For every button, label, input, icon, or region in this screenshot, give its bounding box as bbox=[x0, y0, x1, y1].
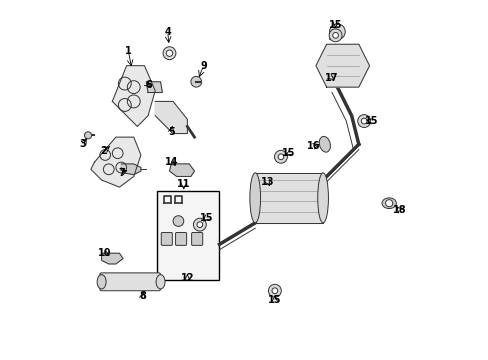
Ellipse shape bbox=[249, 173, 260, 223]
Ellipse shape bbox=[317, 173, 328, 223]
Circle shape bbox=[361, 118, 366, 124]
Text: 13: 13 bbox=[261, 177, 274, 187]
Polygon shape bbox=[315, 44, 369, 87]
Ellipse shape bbox=[319, 136, 330, 152]
Circle shape bbox=[329, 24, 345, 40]
Text: 1: 1 bbox=[125, 46, 131, 57]
Text: 15: 15 bbox=[267, 295, 281, 305]
Circle shape bbox=[385, 200, 392, 207]
Circle shape bbox=[328, 29, 341, 42]
Circle shape bbox=[357, 114, 370, 127]
Text: 5: 5 bbox=[167, 127, 174, 137]
Circle shape bbox=[166, 50, 172, 57]
Text: 12: 12 bbox=[180, 273, 194, 283]
Text: 17: 17 bbox=[325, 73, 338, 83]
Polygon shape bbox=[255, 173, 323, 223]
Circle shape bbox=[193, 218, 206, 231]
Polygon shape bbox=[169, 164, 194, 176]
FancyBboxPatch shape bbox=[161, 233, 172, 246]
Circle shape bbox=[332, 32, 338, 38]
Circle shape bbox=[190, 76, 201, 87]
Bar bbox=[157, 191, 219, 280]
Text: 18: 18 bbox=[392, 205, 406, 215]
FancyBboxPatch shape bbox=[175, 233, 186, 246]
Circle shape bbox=[271, 288, 277, 294]
Circle shape bbox=[197, 222, 203, 228]
Text: 11: 11 bbox=[177, 179, 190, 189]
Text: 16: 16 bbox=[307, 141, 320, 151]
Polygon shape bbox=[91, 137, 141, 187]
Polygon shape bbox=[112, 66, 155, 126]
Text: 3: 3 bbox=[80, 139, 86, 149]
Circle shape bbox=[84, 132, 91, 139]
Text: 4: 4 bbox=[164, 27, 171, 37]
Text: 2: 2 bbox=[100, 147, 106, 157]
FancyBboxPatch shape bbox=[100, 273, 160, 291]
Text: 15: 15 bbox=[200, 212, 213, 222]
FancyBboxPatch shape bbox=[191, 233, 203, 246]
Polygon shape bbox=[155, 102, 187, 134]
Circle shape bbox=[268, 284, 281, 297]
Circle shape bbox=[163, 47, 176, 60]
Ellipse shape bbox=[381, 198, 395, 208]
Circle shape bbox=[278, 154, 283, 159]
Text: 15: 15 bbox=[282, 148, 295, 158]
Ellipse shape bbox=[97, 275, 106, 289]
Polygon shape bbox=[121, 164, 141, 175]
Text: 15: 15 bbox=[364, 116, 377, 126]
Text: 14: 14 bbox=[164, 157, 178, 167]
Ellipse shape bbox=[156, 275, 164, 289]
Circle shape bbox=[274, 150, 287, 163]
Polygon shape bbox=[146, 82, 162, 93]
Text: 7: 7 bbox=[118, 168, 124, 178]
Text: 6: 6 bbox=[145, 80, 152, 90]
Text: 15: 15 bbox=[328, 19, 342, 30]
Text: 8: 8 bbox=[139, 291, 146, 301]
Text: 9: 9 bbox=[200, 61, 206, 71]
Circle shape bbox=[173, 216, 183, 226]
Polygon shape bbox=[102, 253, 123, 264]
Text: 10: 10 bbox=[98, 248, 112, 258]
